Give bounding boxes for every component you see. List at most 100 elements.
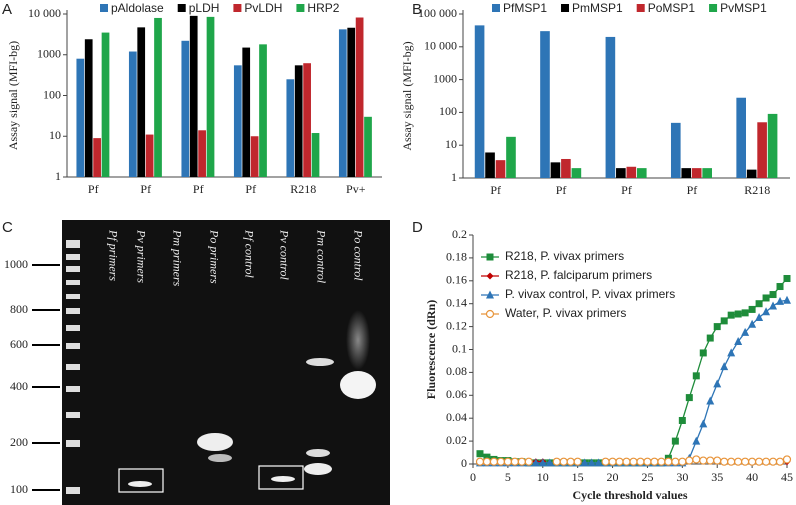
marker bbox=[476, 450, 484, 458]
y-tick-label: 10 bbox=[49, 128, 61, 142]
gel-image bbox=[62, 220, 390, 505]
bar bbox=[189, 15, 198, 177]
marker bbox=[713, 379, 722, 388]
x-tick-label: Pf bbox=[621, 183, 632, 197]
y-tick-label: 10 000 bbox=[28, 6, 61, 20]
bar bbox=[93, 138, 101, 177]
bar bbox=[636, 168, 647, 178]
marker bbox=[692, 372, 700, 380]
marker bbox=[594, 458, 603, 467]
legend-swatch bbox=[100, 4, 108, 12]
y-tick-label: 100 bbox=[43, 87, 61, 101]
marker bbox=[748, 305, 756, 313]
bar bbox=[670, 122, 681, 178]
marker bbox=[762, 294, 770, 302]
y-tick-label: 0.12 bbox=[446, 318, 467, 332]
bar bbox=[485, 152, 495, 178]
marker bbox=[482, 457, 492, 466]
marker bbox=[483, 453, 491, 461]
marker bbox=[713, 456, 722, 465]
marker bbox=[650, 457, 659, 466]
marker bbox=[720, 362, 729, 371]
bar bbox=[605, 36, 616, 179]
x-tick-label: 0 bbox=[470, 470, 476, 484]
gel-band bbox=[340, 371, 376, 399]
legend-swatch bbox=[709, 4, 718, 12]
marker bbox=[748, 457, 757, 466]
x-tick-label: 30 bbox=[676, 470, 688, 484]
bar bbox=[571, 168, 582, 178]
marker bbox=[783, 295, 791, 304]
y-tick-label: 0.14 bbox=[446, 295, 467, 309]
bar bbox=[347, 27, 356, 178]
marker bbox=[545, 458, 554, 467]
gel-band bbox=[271, 476, 295, 482]
marker bbox=[566, 457, 575, 466]
marker bbox=[573, 457, 582, 466]
marker bbox=[727, 457, 736, 466]
y-axis-title: Assay signal (MFI-bg) bbox=[6, 41, 20, 150]
bar bbox=[294, 65, 303, 177]
bar bbox=[746, 169, 757, 178]
x-tick-label: R218 bbox=[290, 182, 316, 196]
y-axis-title: Assay signal (MFI-bg) bbox=[400, 41, 414, 150]
marker bbox=[776, 296, 785, 305]
legend-label: R218, P. falciparum primers bbox=[505, 268, 652, 282]
y-tick-label: 100 000 bbox=[418, 6, 457, 20]
marker bbox=[720, 457, 729, 466]
marker bbox=[657, 457, 666, 466]
marker bbox=[538, 458, 547, 467]
marker bbox=[692, 436, 701, 445]
marker bbox=[754, 457, 764, 466]
marker bbox=[769, 301, 778, 310]
y-tick-label: 0.08 bbox=[446, 364, 467, 378]
marker bbox=[734, 310, 742, 318]
marker bbox=[678, 416, 686, 424]
legend-label: PvMSP1 bbox=[720, 1, 767, 15]
marker bbox=[692, 455, 701, 464]
y-tick-label: 0 bbox=[461, 456, 467, 470]
panel-letter: B bbox=[412, 1, 422, 18]
marker bbox=[741, 327, 750, 336]
marker bbox=[741, 309, 749, 317]
y-tick-label: 1000 bbox=[37, 47, 61, 61]
x-tick-label: 45 bbox=[781, 470, 793, 484]
marker bbox=[734, 457, 743, 466]
legend-marker bbox=[486, 290, 494, 299]
bar bbox=[137, 27, 146, 177]
y-tick-label: 0.2 bbox=[452, 227, 467, 241]
y-tick-label: 100 bbox=[439, 104, 457, 118]
marker bbox=[629, 457, 638, 466]
highlight-box bbox=[118, 468, 164, 493]
x-tick-label: 5 bbox=[505, 470, 511, 484]
ladder-label: 1000 bbox=[4, 257, 28, 271]
x-tick-label: Pf bbox=[687, 183, 698, 197]
marker bbox=[706, 334, 714, 342]
marker bbox=[531, 458, 540, 467]
gel-band bbox=[306, 358, 334, 366]
marker bbox=[748, 319, 757, 328]
bar bbox=[550, 162, 561, 178]
x-tick-label: Pf bbox=[490, 183, 501, 197]
x-tick-label: Pf bbox=[140, 182, 151, 196]
legend-swatch bbox=[233, 4, 242, 12]
x-tick-label: 35 bbox=[711, 470, 723, 484]
legend-label: pAldolase bbox=[111, 1, 164, 15]
x-tick-label: 25 bbox=[641, 470, 653, 484]
lane-label: Pf control bbox=[242, 229, 256, 279]
bar bbox=[355, 17, 364, 177]
bar bbox=[154, 17, 162, 178]
legend-swatch bbox=[177, 4, 186, 12]
ladder-label: 800 bbox=[10, 302, 28, 316]
y-tick-label: 10 000 bbox=[424, 39, 457, 53]
x-tick-label: 15 bbox=[572, 470, 584, 484]
bar bbox=[181, 40, 190, 177]
bar bbox=[626, 166, 637, 178]
marker bbox=[580, 458, 589, 467]
marker bbox=[761, 457, 771, 466]
bar bbox=[206, 16, 215, 178]
bar bbox=[303, 63, 311, 177]
marker bbox=[699, 349, 707, 357]
bar bbox=[101, 32, 110, 178]
legend-label: R218, P. vivax primers bbox=[505, 249, 624, 263]
